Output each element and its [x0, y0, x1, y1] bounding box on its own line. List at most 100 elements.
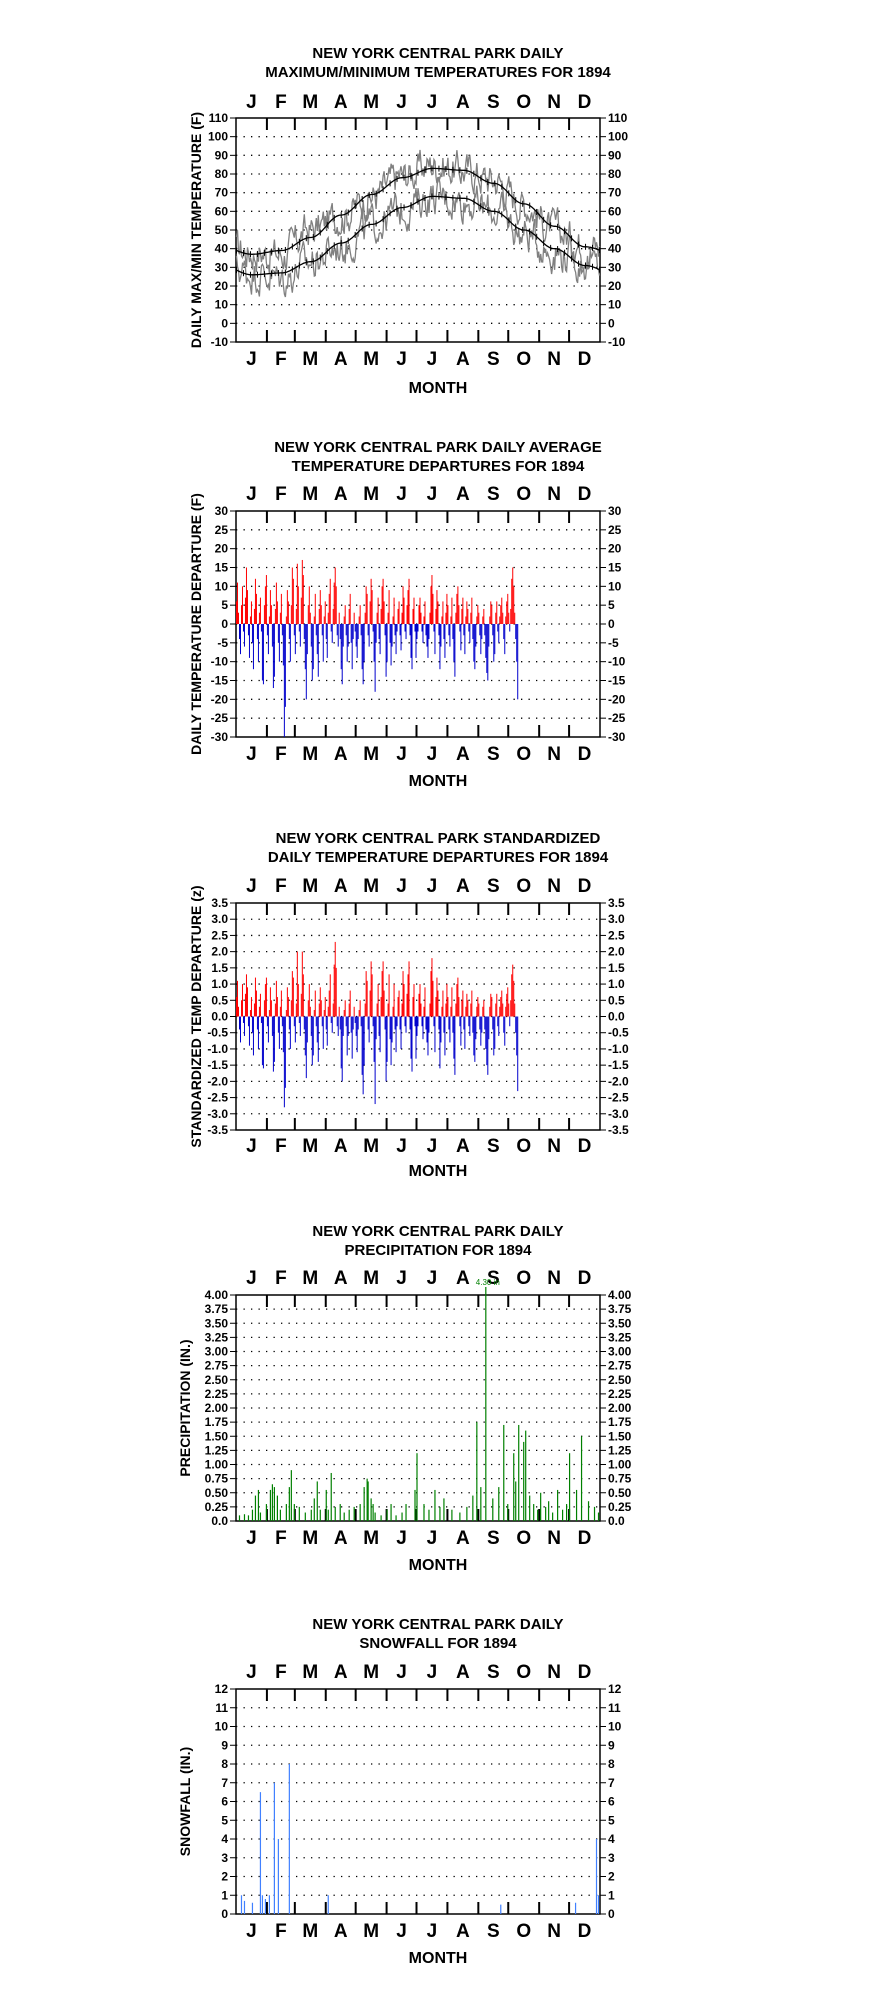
month-label-top: D	[578, 92, 592, 113]
y-tick-label-left: 2.25	[205, 1387, 229, 1401]
month-label-top: O	[516, 1268, 531, 1289]
month-label-bottom: M	[302, 1921, 318, 1942]
y-tick-label-right: 10	[608, 579, 622, 593]
y-tick-label-left: 60	[215, 204, 229, 218]
y-tick-label-left: -15	[211, 674, 229, 688]
y-axis-label: DAILY TEMPERATURE DEPARTURE (F)	[188, 493, 204, 755]
month-label-bottom: O	[516, 349, 531, 370]
month-label-bottom: M	[363, 1528, 379, 1549]
month-label-bottom: A	[334, 744, 348, 765]
chart-title: NEW YORK CENTRAL PARK DAILY	[312, 1223, 563, 1240]
y-tick-label-right: 80	[608, 167, 622, 181]
y-tick-label-right: 50	[608, 223, 622, 237]
month-label-top: A	[334, 1268, 348, 1289]
y-tick-label-right: 10	[608, 298, 622, 312]
month-label-top: J	[246, 484, 257, 505]
y-tick-label-right: 5	[608, 1813, 615, 1827]
y-tick-label-left: 25	[215, 523, 229, 537]
y-tick-label-right: -0.5	[608, 1026, 629, 1040]
month-label-top: O	[516, 1662, 531, 1683]
chart-4: NEW YORK CENTRAL PARK DAILY PRECIPITATION…	[177, 1223, 632, 1574]
y-tick-label-left: 8	[221, 1757, 228, 1771]
month-label-top: J	[427, 1662, 438, 1683]
y-tick-label-right: -30	[608, 730, 626, 744]
y-tick-label-left: 2.0	[211, 945, 228, 959]
month-label-bottom: J	[396, 744, 407, 765]
month-label-top: J	[246, 92, 257, 113]
chart-subtitle: DAILY TEMPERATURE DEPARTURES FOR 1894	[268, 849, 609, 866]
y-tick-label-right: -2.5	[608, 1091, 629, 1105]
month-label-bottom: A	[334, 1528, 348, 1549]
month-label-bottom: N	[547, 744, 561, 765]
month-label-top: J	[396, 92, 407, 113]
y-tick-label-right: 3.50	[608, 1316, 632, 1330]
month-label-top: M	[363, 1268, 379, 1289]
y-tick-label-left: 1	[221, 1888, 228, 1902]
y-tick-label-left: 0	[221, 316, 228, 330]
y-tick-label-right: 6	[608, 1795, 615, 1809]
y-tick-label-right: 2.00	[608, 1401, 632, 1415]
month-label-top: A	[456, 1268, 470, 1289]
y-tick-label-left: 1.5	[211, 961, 228, 975]
y-tick-label-left: 12	[215, 1682, 229, 1696]
y-tick-label-right: -5	[608, 636, 619, 650]
month-label-top: A	[334, 876, 348, 897]
y-tick-label-right: 0	[608, 316, 615, 330]
y-tick-label-right: 11	[608, 1701, 621, 1715]
month-label-bottom: F	[275, 1921, 287, 1942]
y-tick-label-left: 0.25	[205, 1500, 229, 1514]
y-tick-label-right: 1.0	[608, 977, 625, 991]
y-tick-label-right: 0.0	[608, 1514, 625, 1528]
month-label-top: M	[302, 92, 318, 113]
y-tick-label-left: 3.0	[211, 912, 228, 926]
y-tick-label-left: 20	[215, 542, 229, 556]
month-label-top: N	[547, 1268, 561, 1289]
month-label-top: M	[363, 92, 379, 113]
month-label-bottom: D	[578, 1528, 592, 1549]
month-label-bottom: J	[246, 1921, 257, 1942]
y-tick-label-left: 2.00	[205, 1401, 229, 1415]
month-label-bottom: M	[363, 744, 379, 765]
month-label-bottom: M	[302, 349, 318, 370]
month-label-top: M	[363, 876, 379, 897]
plot-frame	[235, 1688, 601, 1915]
month-label-top: D	[578, 1268, 592, 1289]
y-tick-label-left: 1.0	[211, 977, 228, 991]
month-label-bottom: S	[487, 1921, 500, 1942]
x-axis-label: MONTH	[409, 1950, 468, 1967]
plot-frame	[235, 1294, 601, 1522]
month-label-bottom: M	[363, 1921, 379, 1942]
y-tick-label-right: 9	[608, 1738, 615, 1752]
month-label-bottom: J	[396, 1921, 407, 1942]
month-label-bottom: J	[396, 1136, 407, 1157]
month-label-bottom: D	[578, 1921, 592, 1942]
month-label-top: A	[334, 92, 348, 113]
y-tick-label-right: -2.0	[608, 1074, 629, 1088]
y-tick-label-right: 60	[608, 204, 622, 218]
y-tick-label-right: 2.50	[608, 1373, 632, 1387]
month-label-top: N	[547, 1662, 561, 1683]
month-label-top: S	[487, 876, 500, 897]
month-label-bottom: O	[516, 1921, 531, 1942]
y-tick-label-left: 0.5	[211, 993, 228, 1007]
month-label-bottom: S	[487, 1136, 500, 1157]
month-label-top: A	[334, 484, 348, 505]
month-label-bottom: N	[547, 349, 561, 370]
y-axis-label: PRECIPITATION (IN.)	[177, 1339, 193, 1476]
y-tick-label-left: 9	[221, 1738, 228, 1752]
month-label-bottom: J	[427, 349, 438, 370]
month-label-top: D	[578, 876, 592, 897]
month-label-top: J	[427, 92, 438, 113]
y-tick-label-left: 1.00	[205, 1458, 229, 1472]
y-tick-label-left: 30	[215, 504, 229, 518]
month-label-top: J	[246, 1268, 257, 1289]
month-label-bottom: M	[363, 1136, 379, 1157]
month-label-top: J	[396, 484, 407, 505]
y-tick-label-right: 2.5	[608, 928, 625, 942]
y-tick-label-left: 1.75	[205, 1415, 229, 1429]
month-label-bottom: S	[487, 744, 500, 765]
month-label-top: N	[547, 92, 561, 113]
month-label-bottom: J	[246, 349, 257, 370]
y-tick-label-left: 40	[215, 242, 229, 256]
chart-1: NEW YORK CENTRAL PARK DAILY MAXIMUM/MINIM…	[188, 45, 628, 397]
